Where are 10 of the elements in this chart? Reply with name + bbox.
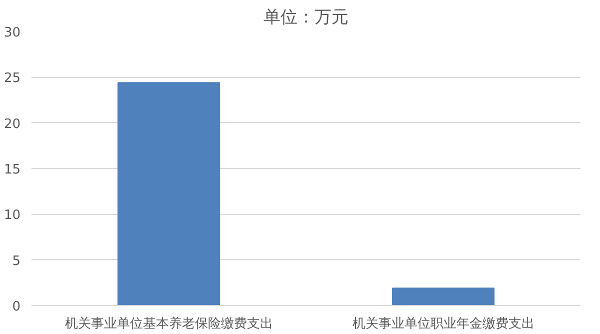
y-tick-label: 15 (4, 162, 21, 178)
x-tick-label: 机关事业单位职业年金缴费支出 (352, 316, 534, 332)
x-tick-label: 机关事业单位基本养老保险缴费支出 (64, 316, 273, 332)
chart-title: 单位：万元 (264, 8, 348, 26)
y-tick-label: 0 (12, 300, 21, 314)
y-tick-label: 10 (4, 208, 21, 224)
y-tick-label: 5 (12, 254, 21, 269)
y-tick-label: 25 (4, 71, 21, 86)
y-tick-label: 20 (4, 116, 21, 132)
y-tick-label: 30 (4, 26, 21, 40)
